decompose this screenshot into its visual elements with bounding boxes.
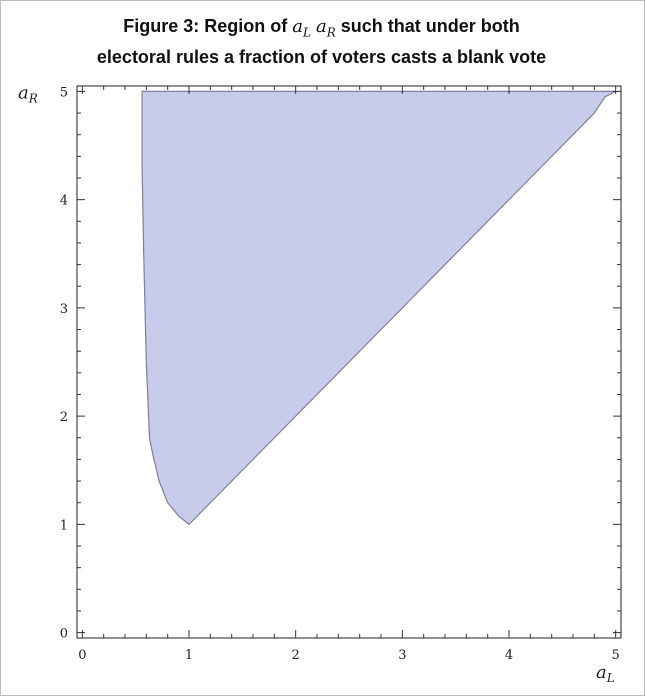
y-tick-label: 3 [60, 302, 68, 317]
plot-frame [76, 85, 622, 639]
title-line-2: electoral rules a fraction of voters cas… [96, 46, 547, 67]
y-tick-label: 2 [60, 410, 68, 425]
title-prefix: Figure 3: Region of [123, 16, 288, 36]
chart-title: Figure 3: Region of aL aR such that unde… [0, 14, 643, 69]
x-axis-label: aL [596, 662, 615, 685]
title-math-var-1: aL [292, 16, 311, 40]
y-tick-label: 0 [60, 627, 68, 642]
title-suffix: such that under both [340, 16, 520, 36]
blank-vote-region [141, 90, 616, 526]
y-tick-label: 1 [60, 518, 68, 533]
title-line-1: Figure 3: Region of aL aR such that unde… [0, 14, 643, 45]
y-tick-label: 4 [60, 194, 68, 209]
x-tick-label: 4 [505, 648, 513, 663]
y-tick-label: 5 [60, 85, 68, 100]
title-math-var-2: aR [315, 16, 336, 40]
x-tick-label: 5 [612, 648, 620, 663]
x-tick-label: 0 [78, 648, 86, 663]
axis-tick-labels: 0 1 2 3 4 5 0 1 2 3 4 5 [60, 85, 620, 663]
y-axis-label: aR [18, 82, 38, 105]
x-tick-label: 1 [185, 648, 193, 663]
x-tick-label: 2 [292, 648, 300, 663]
x-tick-label: 3 [398, 648, 406, 663]
axis-ticks [77, 86, 621, 638]
